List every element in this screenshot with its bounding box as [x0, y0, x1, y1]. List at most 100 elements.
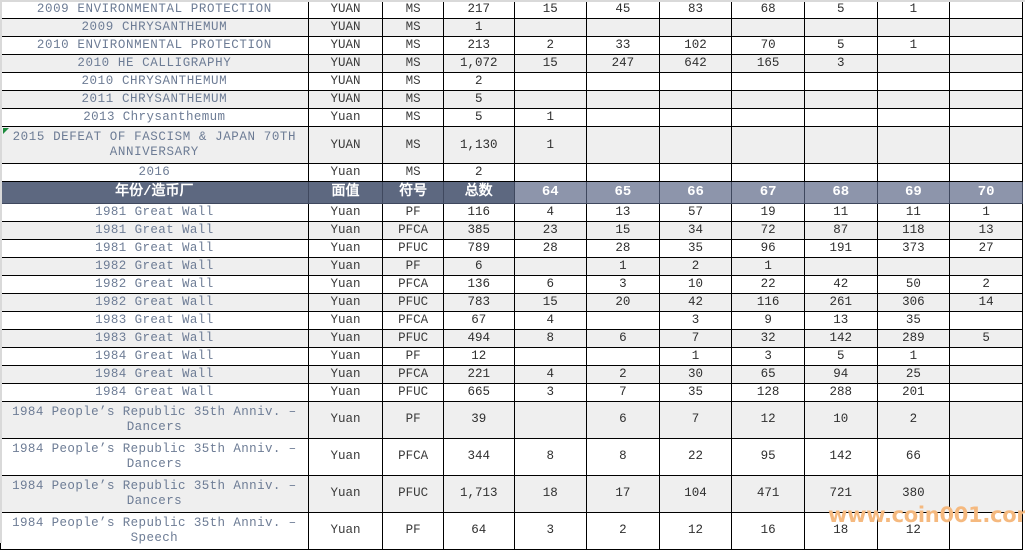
- row-sym-cell: MS: [382, 90, 444, 109]
- row-denom-cell: Yuan: [307, 163, 384, 182]
- header-name[interactable]: 年份/造币厂: [0, 181, 309, 204]
- table-row[interactable]: 1984 Great Wall Yuan PF 12 1 3 5 1: [0, 346, 1023, 366]
- grade-cell: 4: [513, 202, 588, 222]
- grade-cell: 642: [658, 54, 733, 73]
- header-total[interactable]: 总数: [442, 181, 515, 204]
- table-row[interactable]: 1982 Great Wall Yuan PF 6 1 2 1: [0, 256, 1023, 276]
- grade-cell: [876, 54, 951, 73]
- table-row[interactable]: 1984 People’s Republic 35th Anniv. – Dan…: [0, 474, 1023, 513]
- grade-cell: 116: [731, 292, 805, 312]
- row-denom-cell: YUAN: [307, 54, 384, 73]
- row-sym-cell: MS: [382, 36, 444, 55]
- grade-cell: 28: [586, 238, 660, 258]
- table-row[interactable]: 2016 Yuan MS 2: [0, 163, 1023, 182]
- grade-cell: 201: [876, 382, 951, 402]
- table-row[interactable]: 1982 Great Wall Yuan PFUC 783 15 20 42 116 261 30…: [0, 292, 1023, 312]
- table-row[interactable]: 1984 People’s Republic 35th Anniv. – Dan…: [0, 437, 1023, 476]
- header-grade-69[interactable]: 69: [876, 181, 951, 204]
- grade-cell: 25: [876, 364, 951, 384]
- row-title-cell: 2010 ENVIRONMENTAL PROTECTION: [0, 36, 309, 55]
- grade-cell: [804, 163, 878, 182]
- grade-cell: 20: [586, 292, 660, 312]
- row-total-cell: 665: [442, 382, 515, 402]
- table-row[interactable]: 1981 Great Wall Yuan PFCA 385 23 15 34 72 87 118 1…: [0, 220, 1023, 240]
- row-total-cell: 67: [442, 310, 515, 330]
- header-grade-67[interactable]: 67: [731, 181, 805, 204]
- table-row[interactable]: 1981 Great Wall Yuan PF 116 4 13 57 19 11 11 1: [0, 202, 1023, 222]
- grade-cell: 33: [586, 36, 660, 55]
- grade-cell: 19: [731, 202, 805, 222]
- grade-cell: 261: [804, 292, 878, 312]
- table-row[interactable]: 2009 ENVIRONMENTAL PROTECTION YUAN MS 217 15…: [0, 0, 1023, 19]
- grade-cell: [949, 108, 1023, 127]
- table-row[interactable]: 2010 CHRYSANTHEMUM YUAN MS 2: [0, 72, 1023, 91]
- grade-cell: 380: [876, 474, 951, 513]
- table-row[interactable]: 2010 ENVIRONMENTAL PROTECTION YUAN MS 213 2 3…: [0, 36, 1023, 55]
- row-title-cell: 2011 CHRYSANTHEMUM: [0, 90, 309, 109]
- row-sym-cell: PFCA: [382, 437, 444, 476]
- grade-cell: 28: [513, 238, 588, 258]
- header-denomination[interactable]: 面值: [307, 181, 384, 204]
- grade-cell: 10: [804, 400, 878, 439]
- header-grade-68[interactable]: 68: [804, 181, 878, 204]
- grade-cell: 1: [876, 36, 951, 55]
- row-sym-cell: PFUC: [382, 238, 444, 258]
- grade-cell: 247: [586, 54, 660, 73]
- row-title-cell: 1984 People’s Republic 35th Anniv. – Dan…: [0, 437, 309, 476]
- row-sym-cell: PFCA: [382, 364, 444, 384]
- grade-cell: [804, 126, 878, 164]
- row-total-cell: 213: [442, 36, 515, 55]
- grade-cell: [586, 310, 660, 330]
- header-grade-66[interactable]: 66: [658, 181, 733, 204]
- row-total-cell: 344: [442, 437, 515, 476]
- header-symbol[interactable]: 符号: [382, 181, 444, 204]
- row-sym-cell: MS: [382, 126, 444, 164]
- row-denom-cell: YUAN: [307, 90, 384, 109]
- table-row[interactable]: 1984 Great Wall Yuan PFUC 665 3 7 35 128 288 201: [0, 382, 1023, 402]
- row-sym-cell: MS: [382, 163, 444, 182]
- table-row[interactable]: 1982 Great Wall Yuan PFCA 136 6 3 10 22 42 50 2: [0, 274, 1023, 294]
- grade-cell: 50: [876, 274, 951, 294]
- row-title-cell: 1981 Great Wall: [0, 220, 309, 240]
- grade-cell: [658, 72, 733, 91]
- grade-cell: [804, 256, 878, 276]
- row-denom-cell: Yuan: [307, 364, 384, 384]
- row-title-cell: 2010 CHRYSANTHEMUM: [0, 72, 309, 91]
- grade-cell: 83: [658, 0, 733, 19]
- table-row[interactable]: 2013 Chrysanthemum Yuan MS 5 1: [0, 108, 1023, 127]
- table-row[interactable]: 1983 Great Wall Yuan PFCA 67 4 3 9 13 35: [0, 310, 1023, 330]
- table-row[interactable]: 1984 People’s Republic 35th Anniv. – Dan…: [0, 400, 1023, 439]
- grade-cell: [876, 72, 951, 91]
- grade-cell: 7: [586, 382, 660, 402]
- grade-cell: 2: [586, 511, 660, 550]
- table-row[interactable]: 1983 Great Wall Yuan PFUC 494 8 6 7 32 142 289 5: [0, 328, 1023, 348]
- row-total-cell: 12: [442, 346, 515, 366]
- grade-cell: 9: [731, 310, 805, 330]
- table-row[interactable]: 1981 Great Wall Yuan PFUC 789 28 28 35 96 191 373…: [0, 238, 1023, 258]
- grade-cell: 11: [804, 202, 878, 222]
- grade-cell: 1: [731, 256, 805, 276]
- table-row[interactable]: 2015 DEFEAT OF FASCISM & JAPAN 70TH ANNI…: [0, 126, 1023, 164]
- table-row[interactable]: 2011 CHRYSANTHEMUM YUAN MS 5: [0, 90, 1023, 109]
- row-denom-cell: YUAN: [307, 126, 384, 164]
- grade-cell: 7: [658, 400, 733, 439]
- table-row[interactable]: 2009 CHRYSANTHEMUM YUAN MS 1: [0, 18, 1023, 37]
- header-grade-70[interactable]: 70: [949, 181, 1023, 204]
- grade-cell: 5: [804, 0, 878, 19]
- row-total-cell: 2: [442, 72, 515, 91]
- table-row[interactable]: 1984 Great Wall Yuan PFCA 221 4 2 30 65 94 25: [0, 364, 1023, 384]
- grade-cell: 289: [876, 328, 951, 348]
- header-grade-64[interactable]: 64: [513, 181, 588, 204]
- table-row[interactable]: 1984 People’s Republic 35th Anniv. – Spe…: [0, 511, 1023, 550]
- grade-cell: [804, 18, 878, 37]
- grade-cell: [949, 474, 1023, 513]
- table-row[interactable]: 2010 HE CALLIGRAPHY YUAN MS 1,072 15 247 642 16…: [0, 54, 1023, 73]
- grade-cell: [586, 126, 660, 164]
- grade-cell: [949, 18, 1023, 37]
- grade-cell: [731, 126, 805, 164]
- row-total-cell: 136: [442, 274, 515, 294]
- header-grade-65[interactable]: 65: [586, 181, 660, 204]
- row-sym-cell: PFUC: [382, 328, 444, 348]
- grade-cell: 3: [586, 274, 660, 294]
